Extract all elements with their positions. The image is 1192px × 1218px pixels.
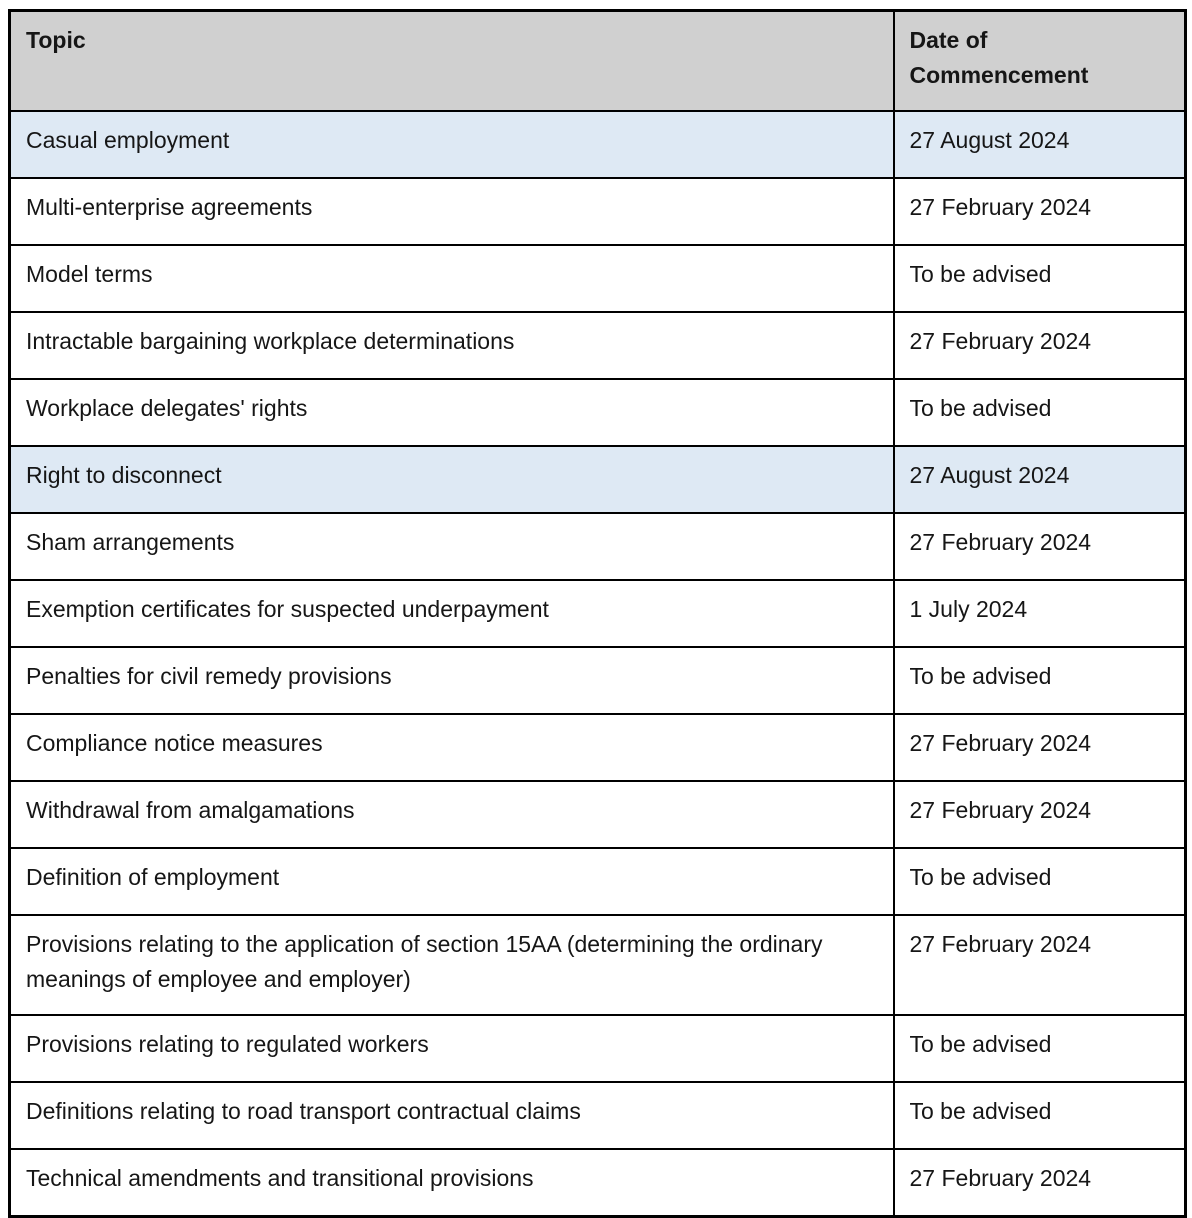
date-cell: To be advised xyxy=(892,1014,1187,1083)
date-cell: To be advised xyxy=(892,646,1187,715)
date-cell: 1 July 2024 xyxy=(892,579,1187,648)
table-row: Compliance notice measures 27 February 2… xyxy=(8,713,1187,782)
topic-cell: Technical amendments and transitional pr… xyxy=(8,1148,895,1217)
date-cell: 27 February 2024 xyxy=(892,177,1187,246)
topic-cell: Sham arrangements xyxy=(8,512,895,581)
table-row: Intractable bargaining workplace determi… xyxy=(8,311,1187,380)
table-row: Technical amendments and transitional pr… xyxy=(8,1148,1187,1217)
table-row: Withdrawal from amalgamations 27 Februar… xyxy=(8,780,1187,849)
topic-cell: Provisions relating to the application o… xyxy=(8,914,895,1016)
topic-cell: Model terms xyxy=(8,244,895,313)
topic-cell: Intractable bargaining workplace determi… xyxy=(8,311,895,380)
topic-cell: Casual employment xyxy=(8,110,895,179)
table-row: Provisions relating to the application o… xyxy=(8,914,1187,1016)
column-header-topic: Topic xyxy=(8,9,895,112)
date-cell: To be advised xyxy=(892,378,1187,447)
topic-cell: Definitions relating to road transport c… xyxy=(8,1081,895,1150)
date-cell: 27 February 2024 xyxy=(892,1148,1187,1217)
table-body: Casual employment 27 August 2024 Multi-e… xyxy=(8,110,1187,1217)
date-cell: 27 August 2024 xyxy=(892,110,1187,179)
header-row: Topic Date of Commencement xyxy=(8,9,1187,112)
date-cell: 27 February 2024 xyxy=(892,512,1187,581)
date-cell: 27 February 2024 xyxy=(892,713,1187,782)
topic-cell: Right to disconnect xyxy=(8,445,895,514)
date-cell: 27 February 2024 xyxy=(892,311,1187,380)
table-row: Exemption certificates for suspected und… xyxy=(8,579,1187,648)
topic-cell: Penalties for civil remedy provisions xyxy=(8,646,895,715)
table-row: Definitions relating to road transport c… xyxy=(8,1081,1187,1150)
date-cell: To be advised xyxy=(892,847,1187,916)
table-row: Sham arrangements 27 February 2024 xyxy=(8,512,1187,581)
topic-cell: Multi-enterprise agreements xyxy=(8,177,895,246)
table-row: Workplace delegates' rights To be advise… xyxy=(8,378,1187,447)
topic-cell: Workplace delegates' rights xyxy=(8,378,895,447)
topic-cell: Compliance notice measures xyxy=(8,713,895,782)
table-row: Right to disconnect 27 August 2024 xyxy=(8,445,1187,514)
date-cell: To be advised xyxy=(892,1081,1187,1150)
table-row: Multi-enterprise agreements 27 February … xyxy=(8,177,1187,246)
date-cell: 27 August 2024 xyxy=(892,445,1187,514)
topic-cell: Definition of employment xyxy=(8,847,895,916)
topic-cell: Exemption certificates for suspected und… xyxy=(8,579,895,648)
commencement-table: Topic Date of Commencement Casual employ… xyxy=(8,9,1187,1218)
date-cell: 27 February 2024 xyxy=(892,914,1187,1016)
topic-cell: Provisions relating to regulated workers xyxy=(8,1014,895,1083)
date-cell: 27 February 2024 xyxy=(892,780,1187,849)
table-row: Model terms To be advised xyxy=(8,244,1187,313)
date-cell: To be advised xyxy=(892,244,1187,313)
column-header-date: Date of Commencement xyxy=(892,9,1187,112)
topic-cell: Withdrawal from amalgamations xyxy=(8,780,895,849)
table-row: Definition of employment To be advised xyxy=(8,847,1187,916)
table-row: Casual employment 27 August 2024 xyxy=(8,110,1187,179)
table-row: Penalties for civil remedy provisions To… xyxy=(8,646,1187,715)
table-row: Provisions relating to regulated workers… xyxy=(8,1014,1187,1083)
